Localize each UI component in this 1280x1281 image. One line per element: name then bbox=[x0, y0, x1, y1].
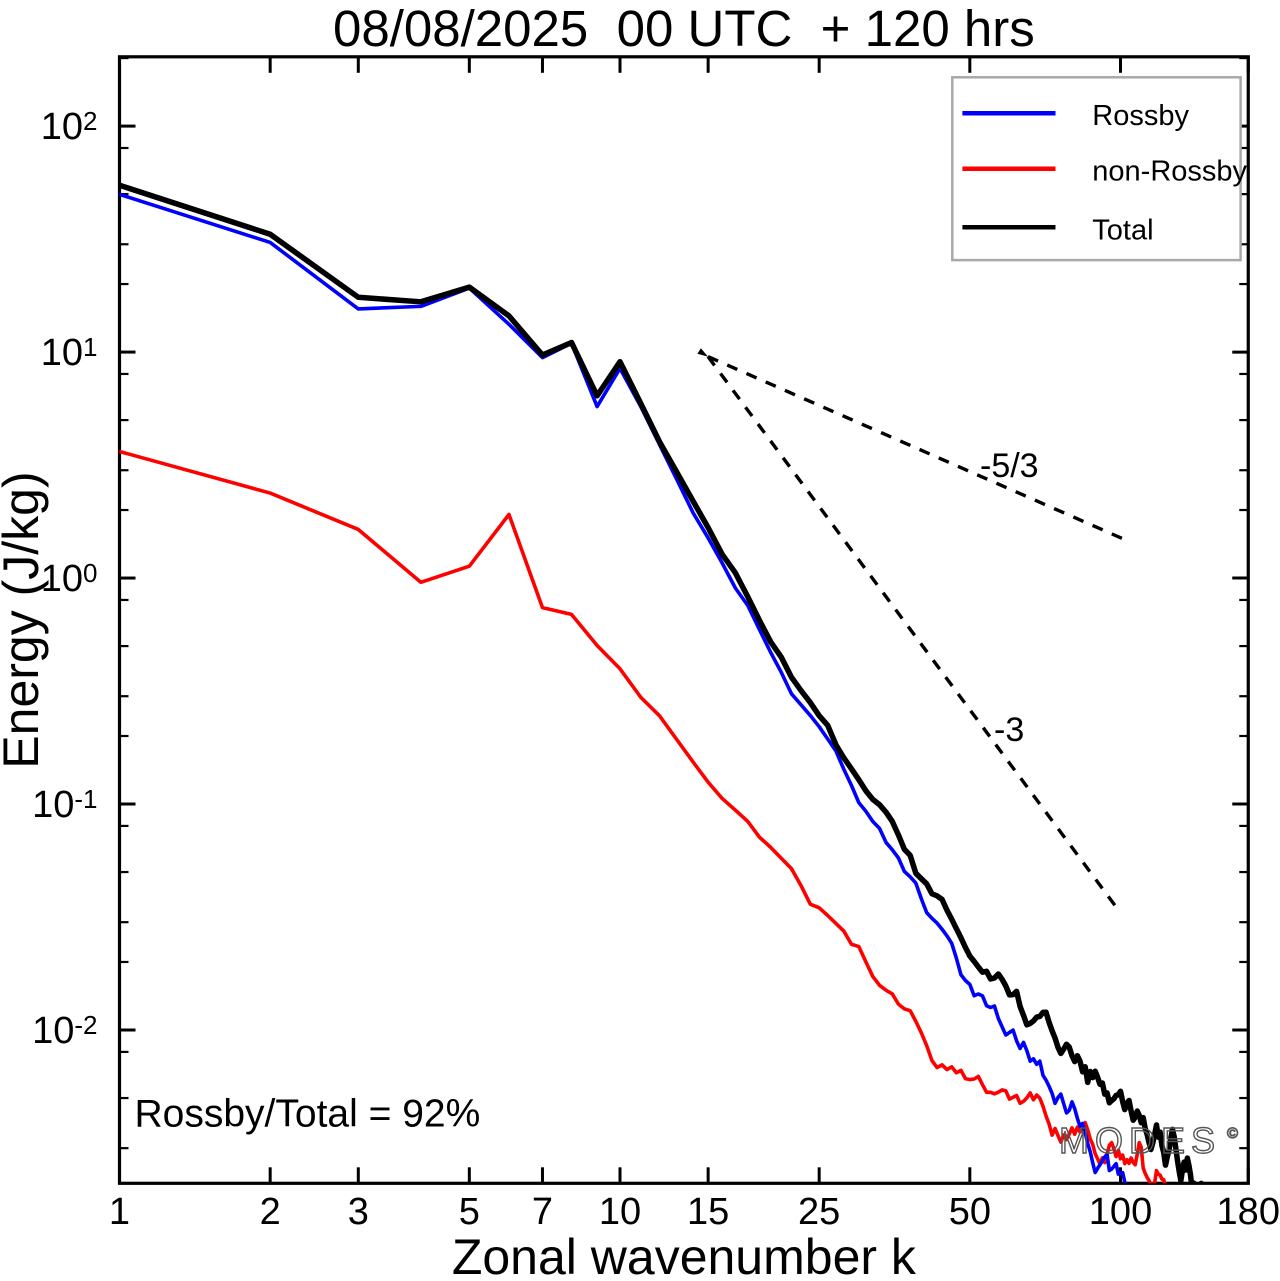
svg-text:15: 15 bbox=[687, 1191, 729, 1233]
svg-text:08/08/2025 00 UTC + 120 hrs: 08/08/2025 00 UTC + 120 hrs bbox=[333, 0, 1035, 57]
svg-text:7: 7 bbox=[532, 1191, 553, 1233]
svg-text:2: 2 bbox=[260, 1191, 281, 1233]
svg-text:Rossby/Total = 92%: Rossby/Total = 92% bbox=[135, 1093, 481, 1136]
svg-text:10-1: 10-1 bbox=[32, 784, 97, 826]
svg-text:-3: -3 bbox=[994, 711, 1024, 749]
svg-text:10: 10 bbox=[599, 1191, 641, 1233]
svg-text:180: 180 bbox=[1217, 1191, 1280, 1233]
svg-text:101: 101 bbox=[41, 332, 98, 374]
svg-text:©: © bbox=[1227, 1125, 1238, 1142]
svg-text:50: 50 bbox=[949, 1191, 991, 1233]
svg-text:Energy (J/kg): Energy (J/kg) bbox=[0, 471, 49, 768]
svg-text:5: 5 bbox=[459, 1191, 480, 1233]
svg-text:Zonal wavenumber k: Zonal wavenumber k bbox=[452, 1229, 917, 1281]
svg-text:102: 102 bbox=[41, 106, 98, 148]
svg-text:25: 25 bbox=[798, 1191, 840, 1233]
svg-text:10-2: 10-2 bbox=[32, 1010, 97, 1052]
svg-text:3: 3 bbox=[348, 1191, 369, 1233]
svg-text:1: 1 bbox=[109, 1191, 130, 1233]
svg-text:non-Rossby: non-Rossby bbox=[1092, 156, 1247, 188]
svg-text:-5/3: -5/3 bbox=[980, 447, 1039, 485]
svg-text:100: 100 bbox=[1089, 1191, 1152, 1233]
svg-text:Rossby: Rossby bbox=[1092, 100, 1189, 132]
svg-text:Total: Total bbox=[1092, 214, 1153, 246]
svg-text:100: 100 bbox=[41, 558, 98, 600]
svg-text:MODES: MODES bbox=[1059, 1120, 1221, 1161]
